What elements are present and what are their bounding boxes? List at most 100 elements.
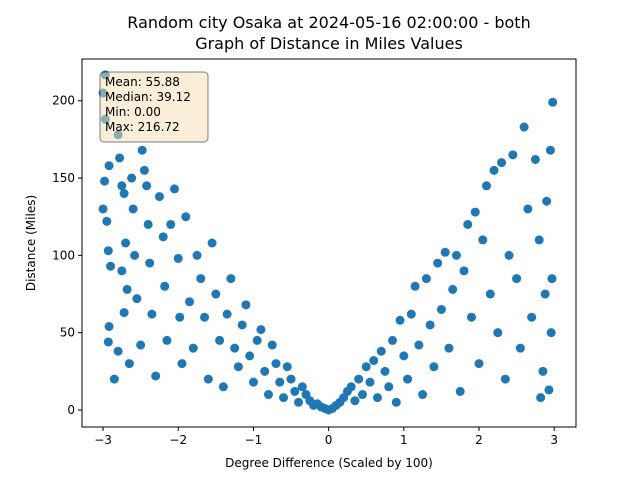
point — [267, 340, 277, 350]
point — [196, 274, 206, 284]
point — [279, 393, 289, 403]
point — [429, 362, 439, 372]
point — [215, 335, 225, 345]
point — [245, 351, 255, 361]
point — [177, 359, 187, 369]
point — [169, 184, 179, 194]
point — [106, 261, 116, 271]
point — [448, 284, 458, 294]
point — [406, 309, 416, 319]
x-tick-label: −3 — [94, 433, 112, 447]
point — [121, 238, 131, 248]
point — [369, 356, 379, 366]
point — [534, 235, 544, 245]
point — [143, 219, 153, 229]
point — [226, 274, 236, 284]
y-tick-label: 150 — [52, 171, 75, 185]
point — [160, 281, 170, 291]
point — [248, 377, 258, 387]
point — [124, 359, 134, 369]
point — [504, 250, 514, 260]
point — [536, 393, 546, 403]
point — [466, 312, 476, 322]
point — [117, 181, 127, 191]
chart-title: Random city Osaka at 2024-05-16 02:00:00… — [127, 13, 530, 32]
point — [192, 250, 202, 260]
point — [433, 258, 443, 268]
point — [478, 235, 488, 245]
point — [376, 346, 386, 356]
x-tick-label: −1 — [245, 433, 263, 447]
point — [188, 343, 198, 353]
point — [166, 219, 176, 229]
point — [399, 351, 409, 361]
point — [485, 289, 495, 299]
chart-title: Graph of Distance in Miles Values — [195, 34, 463, 53]
point — [547, 274, 557, 284]
point — [119, 308, 129, 318]
stats-line: Median: 39.12 — [105, 90, 191, 104]
y-axis-label: Distance (Miles) — [24, 195, 38, 291]
point — [444, 343, 454, 353]
point — [151, 371, 161, 381]
plot-area: −3 −2 −1 0 1 2 3 0 50 100 150 200 Mean: 55.88Median:… — [52, 58, 577, 447]
point — [354, 374, 364, 384]
point — [297, 382, 307, 392]
point — [493, 328, 503, 338]
point — [117, 266, 127, 276]
point — [294, 397, 304, 407]
point — [388, 335, 398, 345]
point — [372, 393, 382, 403]
point — [421, 274, 431, 284]
point — [403, 374, 413, 384]
x-tick-label: 2 — [475, 433, 483, 447]
point — [203, 374, 213, 384]
point — [275, 377, 285, 387]
y-tick-label: 50 — [60, 326, 75, 340]
point — [380, 366, 390, 376]
x-tick-label: 0 — [325, 433, 333, 447]
point — [500, 374, 510, 384]
point — [256, 325, 266, 335]
point — [145, 258, 155, 268]
point — [282, 362, 292, 372]
point — [103, 337, 113, 347]
x-tick-label: 3 — [550, 433, 558, 447]
point — [136, 340, 146, 350]
point — [538, 366, 548, 376]
point — [207, 238, 217, 248]
point — [130, 250, 140, 260]
point — [451, 250, 461, 260]
point — [218, 382, 228, 392]
point — [519, 122, 529, 132]
point — [103, 246, 113, 256]
point — [459, 266, 469, 276]
point — [545, 145, 555, 155]
point — [350, 396, 360, 406]
x-tick-label: −2 — [169, 433, 187, 447]
point — [542, 196, 552, 206]
point — [211, 289, 221, 299]
point — [540, 289, 550, 299]
point — [544, 385, 554, 395]
point — [418, 390, 428, 400]
point — [100, 176, 110, 186]
point — [395, 315, 405, 325]
point — [548, 97, 558, 107]
point — [489, 165, 499, 175]
point — [241, 300, 251, 310]
point — [527, 312, 537, 322]
point — [142, 181, 152, 191]
point — [173, 253, 183, 263]
point — [102, 216, 112, 226]
point — [286, 374, 296, 384]
point — [128, 204, 138, 214]
point — [440, 247, 450, 257]
point — [113, 346, 123, 356]
stats-line: Max: 216.72 — [105, 120, 180, 134]
point — [384, 382, 394, 392]
y-tick-label: 200 — [52, 94, 75, 108]
point — [357, 390, 367, 400]
